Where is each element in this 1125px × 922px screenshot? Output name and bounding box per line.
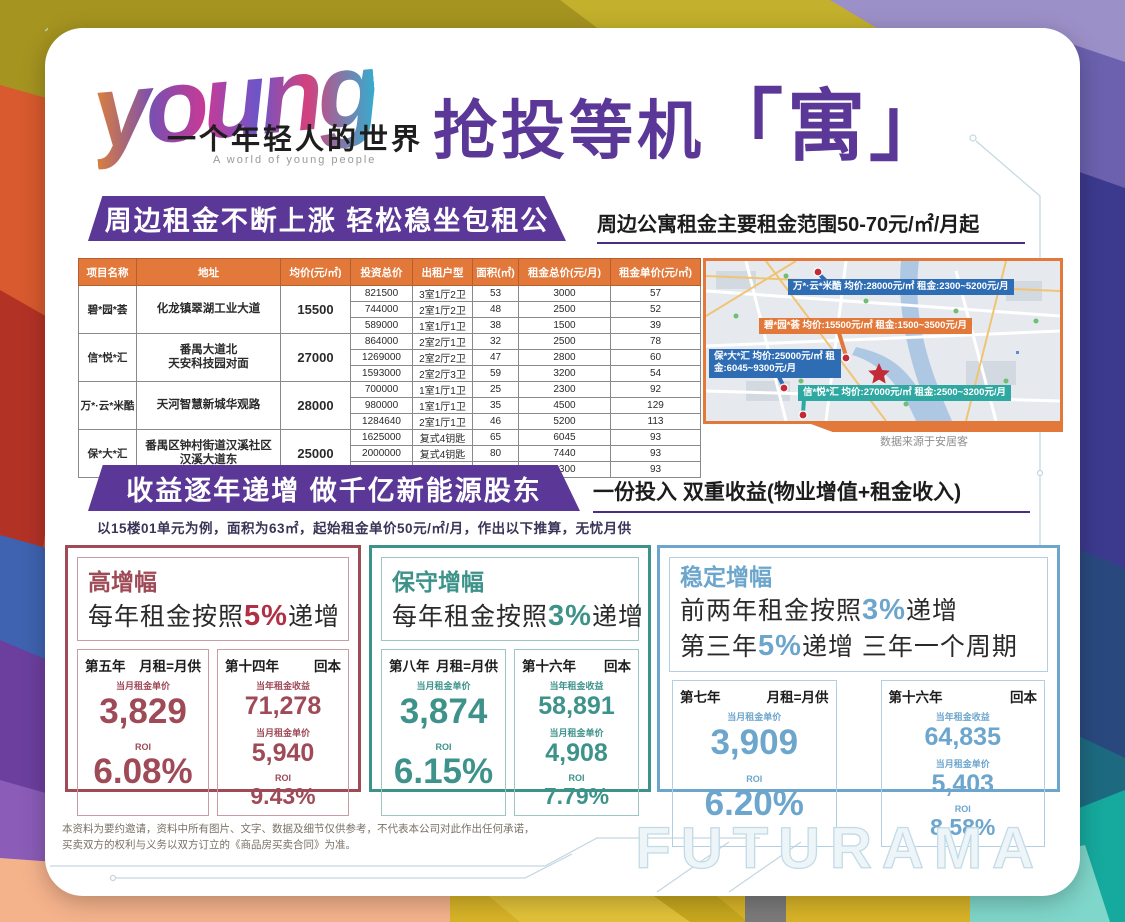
milestone-box: 第十六年 回本 当年租金收益 64,835 当月租金单价 5,403 ROI 8.…	[880, 680, 1045, 848]
map-callout: 万*·云*米酷 均价:28000元/㎡ 租金:2300~5200元/月	[788, 279, 1014, 296]
roi-value: 6.15%	[393, 752, 494, 792]
table-row: 1593000 2室2厅3卫 59 3200 54	[79, 365, 701, 382]
avg-price: 27000	[280, 333, 351, 382]
col-header: 均价(元/㎡)	[280, 258, 351, 286]
roi-value: 6.08%	[93, 752, 193, 792]
map-callout: 信*悦*汇 均价:27000元/㎡ 租金:2500~3200元/月	[798, 385, 1012, 402]
col-header: 投资总价	[350, 258, 413, 286]
logo-subtitle-cn: 一个年轻人的世界	[167, 124, 424, 156]
table-row: 保*大*汇 番禺区钟村街道汉溪社区 汉溪大道东 25000 1625000 复式4钥…	[78, 429, 701, 478]
milestone-box: 第五年 月租=月供 当月租金单价 3,829 ROI 6.08%	[77, 649, 209, 816]
milestone-box: 第十四年 回本 当年租金收益 71,278 当月租金单价 5,940 ROI 9.…	[217, 649, 349, 816]
col-header: 出租户型	[412, 258, 473, 286]
table-row: 碧*园*荟 化龙镇翠湖工业大道 15500 821500 3室1厅2卫 53 3000…	[78, 285, 701, 334]
scenario-card-high-growth: 高增幅 每年租金按照5%递增 第五年 月租=月供 当月租金单价 3,829 ROI…	[65, 545, 361, 816]
table-row: 589000 1室1厅1卫 38 1500 39	[79, 317, 701, 334]
scenario-card-stable-growth: 稳定增幅 前两年租金按照3%递增 第三年5%递增 三年一个周期 第七年 月租=月供…	[657, 545, 1060, 848]
project-address: 天河智慧新城华观路	[136, 381, 281, 430]
assumption-text: 以15楼01单元为例，面积为63㎡，起始租金单价50元/㎡/月，作出以下推算，无…	[97, 521, 632, 536]
stat-value: 3,909	[710, 723, 799, 763]
table-row: 744000 2室1厅2卫 48 2500 52	[79, 301, 701, 318]
scenario-title: 稳定增幅	[680, 564, 772, 590]
star-marker	[868, 363, 890, 384]
scenario-card-conservative-growth: 保守增幅 每年租金按照3%递增 第八年 月租=月供 当月租金单价 3,874 RO…	[369, 545, 651, 816]
project-name: 万*·云*米酷	[78, 381, 137, 430]
growth-percent: 3%	[548, 600, 592, 632]
map-canvas: 万*·云*米酷 均价:28000元/㎡ 租金:2300~5200元/月 碧*园*…	[706, 261, 1060, 421]
map-callout: 保*大*汇 均价:25000元/㎡ 租金:6045~9300元/月	[709, 349, 841, 378]
section1-banner: 周边租金不断上涨 轻松稳坐包租公	[88, 196, 566, 241]
milestone-box: 第八年 月租=月供 当月租金单价 3,874 ROI 6.15%	[381, 649, 506, 816]
stat-value: 3,829	[99, 692, 187, 731]
milestone-box: 第十六年 回本 当年租金收益 58,891 当月租金单价 4,908 ROI 7.…	[514, 649, 639, 816]
growth-percent: 5%	[244, 600, 288, 632]
roi-value: 8.58%	[930, 813, 996, 840]
scenario-title-box: 高增幅 每年租金按照5%递增	[77, 557, 349, 641]
col-header: 租金总价(元/月)	[518, 258, 611, 286]
location-map: 万*·云*米酷 均价:28000元/㎡ 租金:2300~5200元/月 碧*园*…	[703, 258, 1063, 432]
project-name: 信*悦*汇	[78, 333, 137, 382]
scenario-title: 高增幅	[88, 569, 157, 595]
col-header: 地址	[136, 258, 281, 286]
section2-note: 一份投入 双重收益(物业增值+租金收入)	[593, 481, 962, 504]
stat-value: 5,940	[251, 738, 315, 767]
scenario-title: 保守增幅	[392, 569, 484, 595]
futurama-watermark: FUTURAMA	[635, 815, 1044, 881]
page-title: 抢投等机「寓」	[433, 64, 951, 176]
avg-price: 28000	[280, 381, 351, 430]
poster-card: young 一个年轻人的世界 A world of young people 抢…	[45, 28, 1080, 896]
section1-note: 周边公寓租金主要租金范围50-70元/㎡/月起	[597, 214, 980, 236]
title-main: 抢投等机	[433, 95, 705, 167]
table-row: 1269000 2室2厅2卫 47 2800 60	[79, 349, 701, 366]
table-row: 万*·云*米酷 天河智慧新城华观路 28000 700000 1室1厅1卫 25 23…	[78, 381, 701, 430]
avg-price: 15500	[280, 285, 351, 334]
stat-value: 64,835	[924, 723, 1001, 752]
project-name: 碧*园*荟	[78, 285, 137, 334]
section1-note-underline	[597, 242, 1025, 244]
data-source-note: 数据来源于安居客	[880, 436, 968, 448]
col-header: 项目名称	[78, 258, 137, 286]
stat-value: 58,891	[538, 692, 615, 720]
roi-value: 7.79%	[543, 782, 610, 809]
table-header-row: 项目名称 地址 均价(元/㎡) 投资总价 出租户型 面积(㎡) 租金总价(元/月…	[78, 258, 701, 286]
project-address: 化龙镇翠湖工业大道	[136, 285, 281, 334]
col-header: 面积(㎡)	[472, 258, 519, 286]
section2-note-underline	[593, 511, 1030, 513]
project-address: 番禺大道北 天安科技园对面	[136, 333, 281, 382]
roi-value: 9.43%	[250, 782, 316, 809]
milestone-box: 第七年 月租=月供 当月租金单价 3,909 ROI 6.20%	[672, 680, 837, 848]
col-header: 租金单价(元/㎡)	[610, 258, 701, 286]
stat-value: 4,908	[545, 738, 608, 767]
disclaimer: 本资料为要约邀请，资料中所有图片、文字、数据及细节仅供参考，不代表本公司对此作出…	[62, 823, 535, 852]
roi-value: 6.20%	[704, 783, 804, 823]
title-bracket: 「寓」	[705, 82, 952, 170]
table-row: 信*悦*汇 番禺大道北 天安科技园对面 27000 864000 2室2厅1卫 32 2…	[78, 333, 701, 382]
scenario-title-box: 保守增幅 每年租金按照3%递增	[381, 557, 643, 641]
scenario-title-box: 稳定增幅 前两年租金按照3%递增 第三年5%递增 三年一个周期	[669, 557, 1048, 673]
rent-comparison-table: 项目名称 地址 均价(元/㎡) 投资总价 出租户型 面积(㎡) 租金总价(元/月…	[78, 258, 701, 478]
stat-value: 5,403	[931, 770, 995, 798]
map-callout: 碧*园*荟 均价:15500元/㎡ 租金:1500~3500元/月	[759, 318, 973, 335]
growth-percent: 3%	[862, 593, 906, 626]
logo-subtitle-en: A world of young people	[213, 154, 377, 166]
stat-value: 71,278	[244, 692, 322, 720]
section2-banner: 收益逐年递增 做千亿新能源股东	[88, 465, 580, 511]
stat-value: 3,874	[399, 692, 488, 731]
growth-percent: 5%	[758, 630, 802, 662]
table-row: 980000 1室1厅1卫 35 4500 129	[79, 397, 701, 414]
